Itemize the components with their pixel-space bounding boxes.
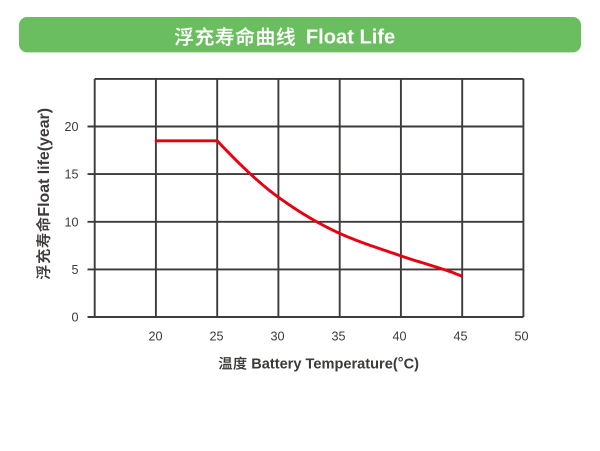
svg-text:30: 30 bbox=[270, 329, 284, 343]
svg-text:45: 45 bbox=[453, 329, 467, 343]
svg-text:10: 10 bbox=[64, 215, 78, 229]
svg-text:5: 5 bbox=[71, 263, 78, 277]
svg-text:0: 0 bbox=[71, 311, 78, 325]
svg-text:40: 40 bbox=[392, 329, 406, 343]
svg-text:Battery Temperature(°C): Battery Temperature(°C) bbox=[251, 355, 419, 372]
svg-text:35: 35 bbox=[331, 329, 345, 343]
svg-text:50: 50 bbox=[514, 329, 528, 343]
svg-text:Float life(year): Float life(year) bbox=[36, 108, 53, 217]
svg-text:15: 15 bbox=[64, 168, 78, 182]
svg-text:20: 20 bbox=[148, 329, 162, 343]
svg-text:25: 25 bbox=[209, 329, 223, 343]
svg-text:Float Life: Float Life bbox=[306, 26, 395, 48]
svg-text:20: 20 bbox=[64, 120, 78, 134]
